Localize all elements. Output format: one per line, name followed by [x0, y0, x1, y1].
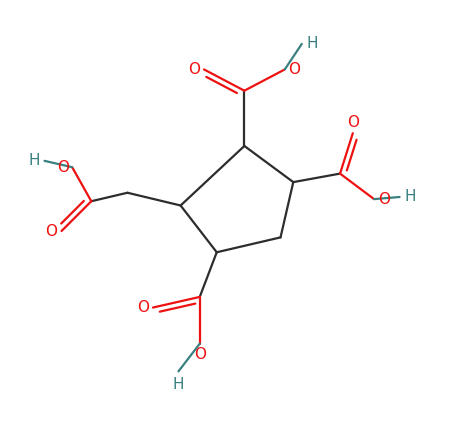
Text: O: O [194, 347, 206, 362]
Text: H: H [405, 190, 416, 205]
Text: O: O [378, 192, 390, 207]
Text: O: O [45, 223, 57, 238]
Text: H: H [29, 153, 40, 168]
Text: O: O [57, 160, 69, 175]
Text: O: O [347, 115, 359, 130]
Text: H: H [173, 377, 184, 392]
Text: O: O [137, 300, 149, 315]
Text: O: O [188, 62, 200, 77]
Text: O: O [288, 62, 300, 77]
Text: H: H [306, 36, 318, 51]
